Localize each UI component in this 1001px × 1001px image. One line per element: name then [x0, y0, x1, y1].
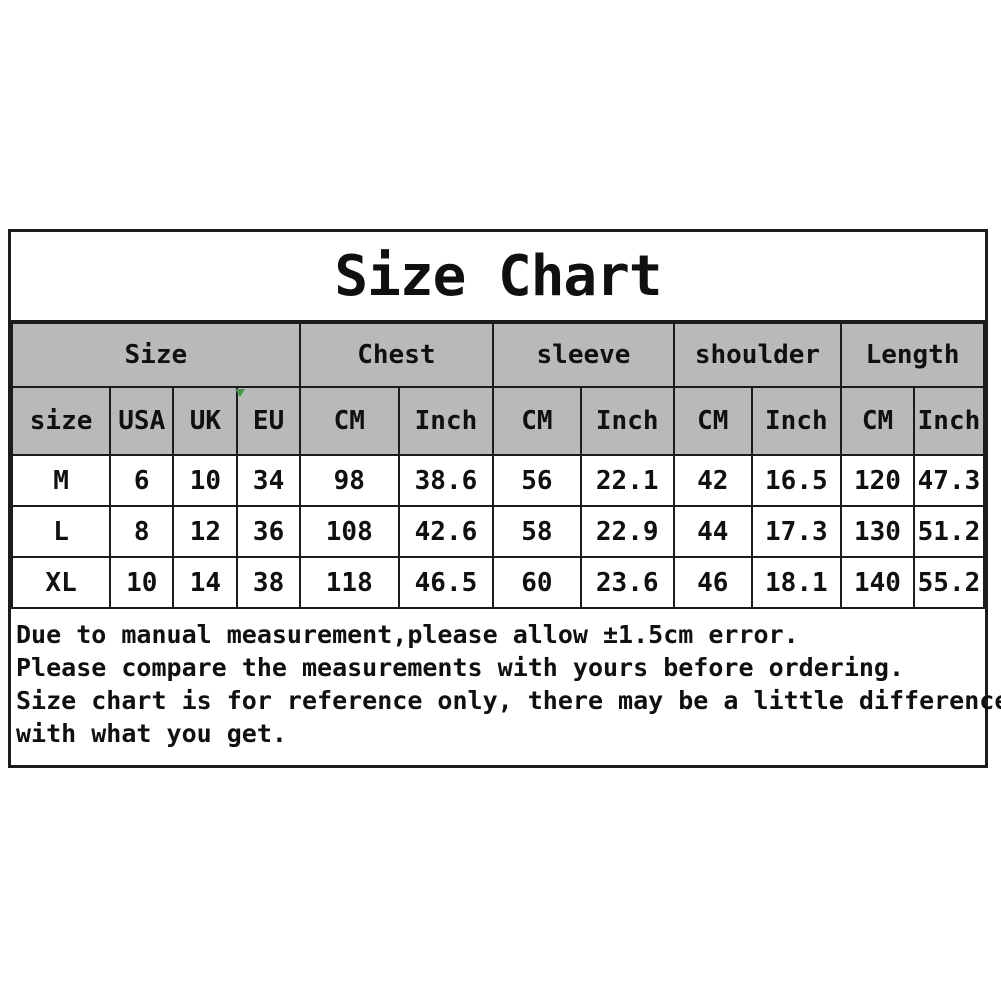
- data-cell: 56: [492, 454, 582, 507]
- group-header-shoulder: shoulder: [672, 322, 843, 388]
- data-cell: 10: [109, 556, 175, 609]
- group-header-length: Length: [840, 322, 985, 388]
- subheader-length-cm: CM: [840, 386, 915, 456]
- subheader-eu: EU: [236, 386, 301, 456]
- title-bar: Size Chart: [11, 232, 985, 322]
- data-cell: 118: [298, 556, 400, 609]
- subheader-shoulder-inch: Inch: [750, 386, 843, 456]
- data-cell: 108: [298, 505, 400, 558]
- data-cell: 46: [672, 556, 753, 609]
- data-cell: 16.5: [750, 454, 843, 507]
- page-title: Size Chart: [334, 243, 662, 309]
- group-header-row: Size Chest sleeve shoulder Length: [11, 322, 985, 388]
- data-cell: 98: [298, 454, 400, 507]
- data-cell: 120: [840, 454, 915, 507]
- data-cell: 34: [236, 454, 301, 507]
- subheader-length-inch: Inch: [912, 386, 986, 456]
- subheader-chest-cm: CM: [298, 386, 400, 456]
- disclaimer-notes: Due to manual measurement,please allow ±…: [11, 609, 1001, 750]
- size-row-l: L 8 12 36 108 42.6 58 22.9 44 17.3 130 5…: [10, 505, 986, 558]
- subheader-size: size: [10, 386, 112, 456]
- data-cell: 22.1: [579, 454, 675, 507]
- subheader-sleeve-cm: CM: [492, 386, 582, 456]
- data-cell: 42.6: [397, 505, 495, 558]
- data-cell: 17.3: [750, 505, 843, 558]
- note-line: Due to manual measurement,please allow ±…: [16, 620, 799, 649]
- data-cell: 42: [672, 454, 753, 507]
- data-cell: 22.9: [579, 505, 675, 558]
- size-chart-sheet: Size Chart Size Chest sleeve shoulder Le…: [8, 229, 1001, 768]
- data-cell: 38.6: [397, 454, 495, 507]
- data-cell: 47.3: [912, 454, 986, 507]
- group-header-chest: Chest: [298, 322, 495, 388]
- subheader-sleeve-inch: Inch: [579, 386, 675, 456]
- data-cell: 55.2: [912, 556, 986, 609]
- subheader-chest-inch: Inch: [397, 386, 495, 456]
- size-label: L: [10, 505, 112, 558]
- subheader-uk: UK: [172, 386, 239, 456]
- data-cell: 36: [236, 505, 301, 558]
- data-cell: 140: [840, 556, 915, 609]
- note-line: with what you get.: [16, 719, 287, 748]
- data-cell: 51.2: [912, 505, 986, 558]
- data-cell: 44: [672, 505, 753, 558]
- data-cell: 8: [109, 505, 175, 558]
- data-cell: 60: [492, 556, 582, 609]
- data-cell: 10: [172, 454, 239, 507]
- note-line: Size chart is for reference only, there …: [16, 686, 1001, 715]
- size-label: XL: [10, 556, 112, 609]
- size-label: M: [10, 454, 112, 507]
- group-header-sleeve: sleeve: [492, 322, 675, 388]
- data-cell: 18.1: [750, 556, 843, 609]
- subheader-shoulder-cm: CM: [672, 386, 753, 456]
- data-cell: 12: [172, 505, 239, 558]
- size-row-xl: XL 10 14 38 118 46.5 60 23.6 46 18.1 140…: [10, 556, 986, 609]
- data-cell: 38: [236, 556, 301, 609]
- subheader-usa: USA: [109, 386, 175, 456]
- data-cell: 14: [172, 556, 239, 609]
- subheader-row: size USA UK EU CM Inch CM Inch CM Inch C…: [10, 386, 986, 456]
- data-cell: 46.5: [397, 556, 495, 609]
- data-cell: 58: [492, 505, 582, 558]
- size-row-m: M 6 10 34 98 38.6 56 22.1 42 16.5 120 47…: [10, 454, 986, 507]
- note-line: Please compare the measurements with you…: [16, 653, 905, 682]
- group-header-size: Size: [11, 322, 301, 388]
- data-cell: 23.6: [579, 556, 675, 609]
- green-artifact-mark: [235, 389, 245, 397]
- data-cell: 130: [840, 505, 915, 558]
- data-cell: 6: [109, 454, 175, 507]
- size-table: Size Chest sleeve shoulder Length size U…: [10, 322, 986, 609]
